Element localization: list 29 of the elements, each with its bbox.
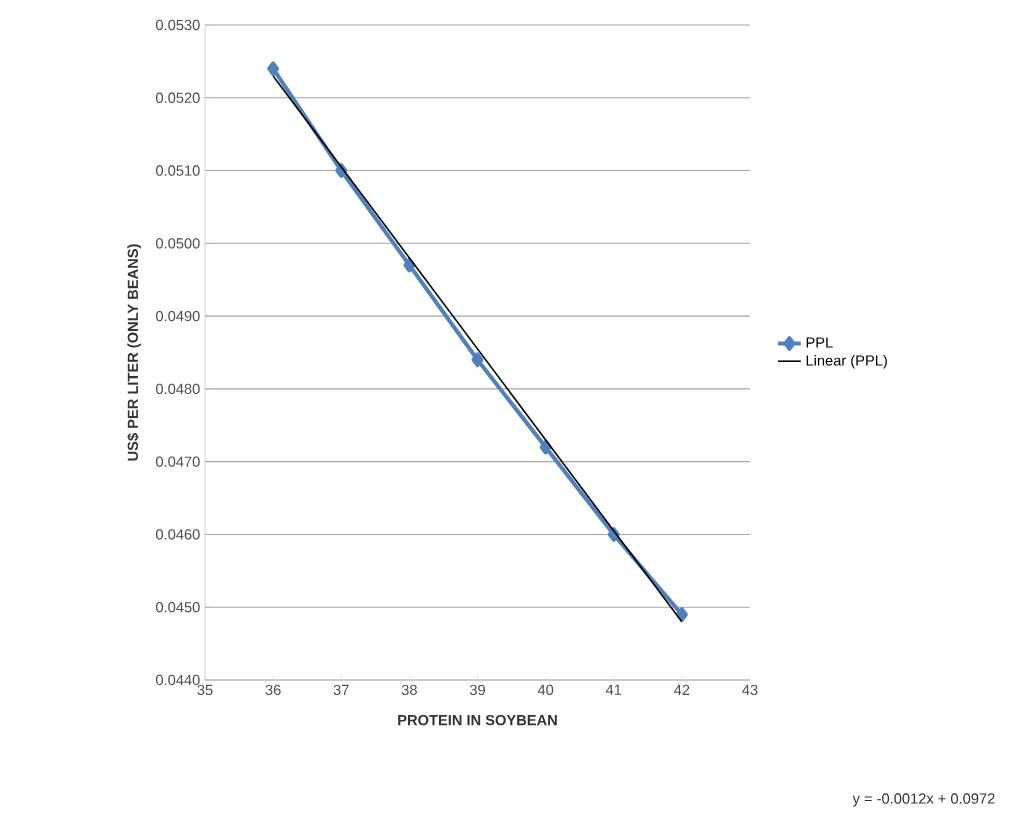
legend-label: Linear (PPL): [806, 354, 887, 369]
point: [403, 257, 416, 273]
y-axis-title: US$ PER LITER (ONLY BEANS): [127, 244, 141, 461]
y-tick-label: 0.0510: [156, 165, 200, 176]
x-tick-label: 37: [333, 684, 349, 696]
y-tick-label: 0.0470: [156, 456, 200, 467]
y-tick-label: 0.0440: [156, 674, 200, 686]
x-tick-label: 35: [197, 684, 213, 696]
x-tick-label: 39: [469, 684, 485, 696]
y-tick-label: 0.0500: [156, 238, 200, 249]
x-tick-label: 43: [742, 684, 758, 696]
y-tick-label: 0.0450: [156, 602, 200, 613]
y-tick-label: 0.0490: [156, 310, 200, 322]
y-tick-label: 0.0460: [156, 529, 200, 540]
text: y = -0.0012x + 0.0972: [852, 793, 995, 807]
point: [539, 439, 552, 455]
point: [267, 61, 280, 76]
x-tick-label: 38: [401, 684, 417, 696]
y-tick-label: 0.0520: [156, 92, 200, 103]
x-tick-label: 42: [674, 684, 690, 695]
y-tick-label: 0.0530: [156, 19, 200, 31]
x-tick-label: 41: [605, 684, 622, 695]
point: [675, 607, 688, 622]
x-tick-label: 40: [537, 684, 554, 696]
x-axis-title: PROTEIN IN SOYBEAN: [398, 714, 557, 726]
y-tick-label: 0.0480: [156, 383, 200, 395]
point: [471, 352, 484, 368]
x-tick-label: 36: [265, 684, 281, 696]
legend-label: PPL: [806, 337, 833, 348]
